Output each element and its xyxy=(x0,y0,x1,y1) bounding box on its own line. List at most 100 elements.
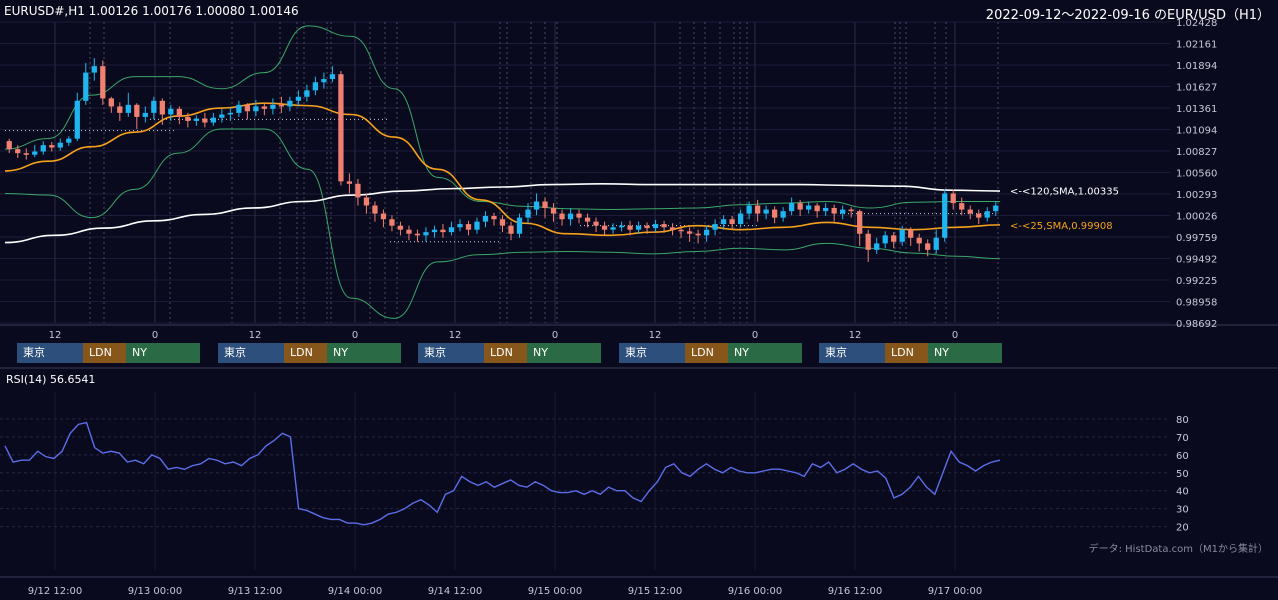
candle-body xyxy=(74,100,80,139)
candle-body xyxy=(202,118,208,123)
candle-body xyxy=(576,213,582,218)
candle xyxy=(287,96,293,112)
candle-body xyxy=(857,211,863,234)
candle xyxy=(584,213,591,228)
candle-body xyxy=(321,79,327,83)
candle xyxy=(159,98,165,125)
candle xyxy=(202,112,208,128)
candle-body xyxy=(967,209,973,214)
candle xyxy=(720,215,727,230)
candle-body xyxy=(57,142,63,148)
session-tokyo: 東京 xyxy=(218,343,284,363)
candle xyxy=(414,229,421,242)
candle-body xyxy=(797,203,803,210)
rsi-tick-label: 20 xyxy=(1176,523,1189,534)
candle xyxy=(134,103,140,129)
price-tick-label: 1.01094 xyxy=(1176,126,1217,137)
candle-body xyxy=(831,207,837,214)
candle xyxy=(993,201,999,217)
candle-body xyxy=(516,217,523,234)
candle xyxy=(176,106,182,125)
session-tokyo: 東京 xyxy=(17,343,83,363)
session-tokyo: 東京 xyxy=(418,343,484,363)
candle xyxy=(49,141,55,152)
candle xyxy=(712,219,718,236)
candle-body xyxy=(338,74,344,182)
candle-body xyxy=(525,209,531,218)
rsi-tick-label: 70 xyxy=(1176,433,1189,444)
candle-body xyxy=(32,151,38,155)
candle-body xyxy=(355,183,361,198)
candle-body xyxy=(746,205,752,214)
session-bar: 東京 LDN NY xyxy=(619,343,802,363)
candle xyxy=(321,72,327,89)
price-tick-label: 0.99759 xyxy=(1176,233,1217,244)
candle xyxy=(942,189,948,242)
candle xyxy=(431,225,438,238)
candle xyxy=(278,96,285,113)
candle xyxy=(66,136,72,146)
candle-body xyxy=(40,145,46,152)
candle-body xyxy=(559,213,565,220)
candle-body xyxy=(550,207,557,214)
session-tokyo: 東京 xyxy=(619,343,685,363)
candle-body xyxy=(423,232,429,236)
candle-body xyxy=(627,225,633,230)
candle-body xyxy=(950,193,956,204)
candle xyxy=(950,189,956,210)
candle-body xyxy=(193,118,199,121)
candle xyxy=(83,62,89,105)
session-ny: NY xyxy=(327,343,401,363)
date-tick-label: 9/17 00:00 xyxy=(928,586,982,597)
candle xyxy=(525,203,531,224)
candle xyxy=(329,66,336,83)
candle-body xyxy=(372,205,378,214)
bollinger-lower-line xyxy=(4,128,1001,319)
candle xyxy=(74,92,80,142)
date-tick-label: 9/16 00:00 xyxy=(728,586,782,597)
candle-body xyxy=(440,229,446,233)
candle-body xyxy=(874,243,880,250)
price-tick-label: 1.02161 xyxy=(1176,40,1217,51)
candle-body xyxy=(984,211,990,218)
candle-body xyxy=(304,90,310,97)
price-tick-label: 1.01361 xyxy=(1176,104,1217,115)
candle-body xyxy=(933,237,939,250)
candle xyxy=(652,220,659,233)
session-london: LDN xyxy=(685,343,728,363)
candle-body xyxy=(406,229,412,234)
candle xyxy=(882,231,888,249)
candle xyxy=(253,99,259,117)
candle xyxy=(440,224,446,238)
price-tick-label: 0.99225 xyxy=(1176,276,1217,287)
price-tick-label: 1.00560 xyxy=(1176,169,1217,180)
rsi-tick-label: 30 xyxy=(1176,505,1189,516)
candle-body xyxy=(117,106,123,113)
candle xyxy=(933,229,939,254)
candle xyxy=(389,215,395,232)
candle-body xyxy=(23,153,29,155)
candle xyxy=(695,229,701,244)
candle xyxy=(423,227,429,242)
sma-annotation: <-<25,SMA,0.99908 xyxy=(1010,221,1113,232)
candle xyxy=(295,90,302,107)
candle xyxy=(168,104,174,121)
candle xyxy=(363,193,370,214)
session-ny: NY xyxy=(126,343,200,363)
date-tick-label: 9/14 00:00 xyxy=(328,586,382,597)
candle-body xyxy=(176,108,182,117)
candle-body xyxy=(244,104,251,112)
candle-body xyxy=(840,209,846,214)
candle-body xyxy=(108,98,114,107)
candle-body xyxy=(584,217,591,222)
sma-annotation: <-<120,SMA,1.00335 xyxy=(1010,187,1119,198)
candle xyxy=(746,201,752,220)
candle-body xyxy=(635,225,642,230)
candle-body xyxy=(737,213,744,225)
candle-body xyxy=(134,104,140,117)
price-tick-label: 1.02428 xyxy=(1176,18,1217,29)
candle xyxy=(151,96,157,120)
candle xyxy=(244,103,251,120)
candle-body xyxy=(729,219,735,225)
data-credit: データ: HistData.com（M1から集計） xyxy=(1088,544,1268,555)
